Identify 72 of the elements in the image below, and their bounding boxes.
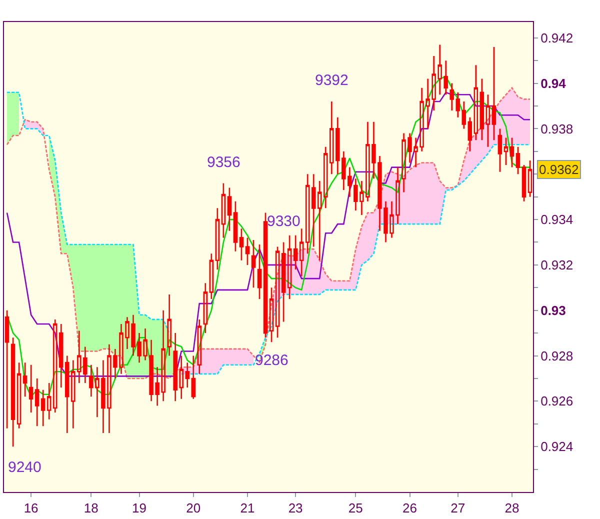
x-tick-label: 21 — [240, 500, 255, 516]
x-tick-label: 25 — [348, 500, 363, 516]
candlestick — [58, 323, 64, 388]
annotation: 9286 — [255, 352, 288, 369]
candlestick — [10, 336, 16, 448]
x-tick-label: 20 — [186, 500, 201, 516]
annotation: 9356 — [207, 154, 240, 171]
x-tick-label: 23 — [288, 500, 303, 516]
candlestick — [257, 244, 262, 300]
candlestick — [239, 228, 244, 262]
annotation: 9330 — [267, 213, 300, 230]
candlestick — [287, 234, 292, 300]
y-tick-label: 0.938 — [540, 121, 574, 136]
y-tick-label: 0.924 — [540, 439, 574, 454]
candlestick — [522, 164, 526, 202]
candlestick — [480, 78, 484, 141]
y-tick-label: 0.93 — [540, 302, 566, 318]
candlestick — [4, 310, 10, 430]
candlestick — [251, 239, 256, 288]
candlestick — [16, 362, 22, 430]
x-tick-label: 27 — [450, 500, 466, 516]
y-tick-label: 0.94 — [540, 76, 567, 91]
y-tick-label: 0.942 — [540, 30, 574, 46]
candlestick — [22, 362, 28, 398]
candlestick — [317, 180, 322, 262]
y-tick-label: 0.934 — [540, 212, 574, 228]
candlestick — [263, 212, 268, 338]
candlestick — [498, 128, 502, 173]
candlestick — [65, 355, 70, 434]
candlestick — [203, 282, 208, 334]
candlestick — [516, 146, 520, 175]
candlestick — [197, 318, 202, 375]
candlestick — [209, 252, 214, 300]
candlestick — [227, 187, 232, 232]
x-tick-label: 19 — [132, 500, 146, 516]
candlestick — [486, 94, 490, 148]
candlestick — [528, 160, 532, 198]
candlestick — [299, 228, 304, 277]
candlestick — [510, 137, 514, 168]
x-tick-label: 18 — [84, 500, 98, 516]
annotation: 9240 — [8, 459, 42, 476]
y-tick-label: 0.926 — [540, 394, 574, 409]
candlestick — [269, 287, 274, 343]
candlestick — [221, 182, 226, 238]
x-tick-label: 28 — [504, 500, 520, 516]
candlestick — [492, 46, 496, 141]
candlestick — [323, 146, 328, 209]
candlestick — [330, 100, 334, 175]
y-tick-label: 0.932 — [540, 258, 574, 272]
candlestick — [281, 242, 286, 322]
candlestick — [34, 378, 40, 427]
candlestick — [46, 382, 52, 420]
candlestick — [462, 100, 466, 130]
candlestick — [215, 208, 220, 270]
candlestick — [305, 173, 310, 254]
candlestick — [311, 173, 316, 248]
x-tick-label: 16 — [24, 500, 38, 516]
y-tick-label: 0.928 — [540, 348, 574, 364]
text: 0.9362 — [539, 162, 579, 177]
candlestick — [52, 318, 58, 414]
annotation: 9392 — [315, 72, 348, 89]
candlestick — [28, 364, 34, 414]
candlestick — [275, 246, 280, 338]
candlestick — [468, 116, 472, 152]
candlestick — [167, 294, 172, 356]
candlestick — [293, 234, 298, 270]
candlestick — [245, 237, 250, 266]
x-tick-label: 26 — [402, 500, 418, 516]
candlestick — [474, 64, 478, 141]
candlestick — [504, 137, 508, 166]
candlestick — [233, 200, 238, 252]
candlestick — [40, 389, 46, 427]
